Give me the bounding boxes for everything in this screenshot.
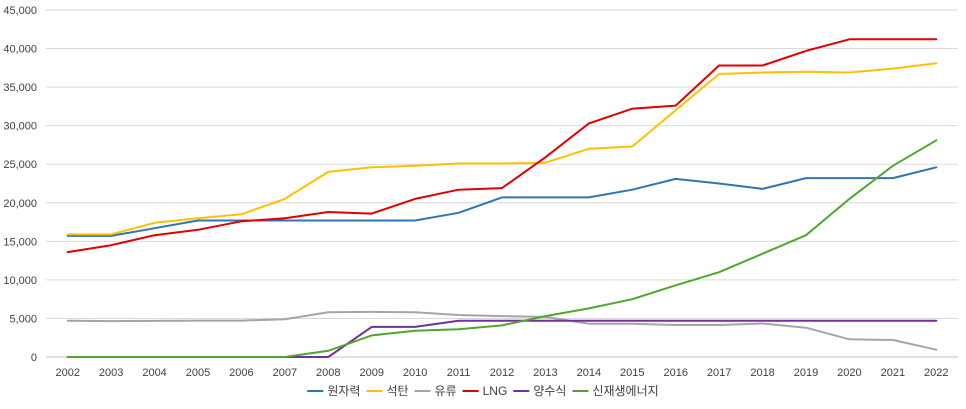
series-line-유류 xyxy=(66,310,938,351)
y-tick-label: 0 xyxy=(31,352,37,364)
x-tick-label: 2016 xyxy=(663,367,687,379)
legend-item: LNG xyxy=(462,384,508,398)
x-tick-label: 2017 xyxy=(707,367,731,379)
series-line-신재생에너지 xyxy=(66,139,938,358)
x-tick-label: 2011 xyxy=(447,367,471,379)
x-tick-label: 2014 xyxy=(577,367,601,379)
y-tick-label: 40,000 xyxy=(3,44,37,56)
legend-label: LNG xyxy=(483,384,508,398)
x-tick-label: 2020 xyxy=(837,367,861,379)
x-tick-label: 2012 xyxy=(490,367,514,379)
x-tick-label: 2006 xyxy=(229,367,253,379)
legend: 원자력 석탄 유류 LNG 양수식 신재생에너지 xyxy=(307,384,659,398)
x-tick-label: 2008 xyxy=(316,367,340,379)
y-tick-label: 10,000 xyxy=(3,275,37,287)
y-tick-label: 20,000 xyxy=(3,198,37,210)
x-tick-label: 2002 xyxy=(55,367,79,379)
series-lines xyxy=(66,38,938,358)
y-tick-label: 25,000 xyxy=(3,159,37,171)
x-tick-label: 2004 xyxy=(142,367,166,379)
x-tick-label: 2013 xyxy=(533,367,557,379)
x-axis: 2002 2003 2004 2005 2006 2007 2008 2009 2010 2011… xyxy=(46,356,958,379)
x-tick-label: 2018 xyxy=(750,367,774,379)
x-tick-label: 2003 xyxy=(99,367,123,379)
x-tick-label: 2007 xyxy=(273,367,297,379)
x-tick-label: 2009 xyxy=(359,367,383,379)
series-line-LNG xyxy=(66,38,938,254)
legend-item: 양수식 xyxy=(513,384,566,398)
x-tick-label: 2010 xyxy=(403,367,427,379)
x-tick-label: 2015 xyxy=(620,367,644,379)
legend-item: 석탄 xyxy=(366,384,409,398)
y-tick-label: 45,000 xyxy=(3,5,37,17)
legend-item: 원자력 xyxy=(307,384,360,398)
series-line-원자력 xyxy=(66,166,938,237)
y-tick-label: 30,000 xyxy=(3,121,37,133)
series-line-석탄 xyxy=(66,62,938,236)
x-tick-label: 2021 xyxy=(881,367,905,379)
y-axis: 0 5,000 10,000 15,000 20,000 25,000 30,000 35,0… xyxy=(3,5,37,364)
y-tick-label: 5,000 xyxy=(9,313,37,325)
legend-label: 유류 xyxy=(435,384,457,398)
y-tick-label: 35,000 xyxy=(3,82,37,94)
x-tick-label: 2022 xyxy=(924,367,948,379)
legend-item: 유류 xyxy=(414,384,457,398)
legend-label: 신재생에너지 xyxy=(592,384,658,398)
x-tick-label: 2005 xyxy=(186,367,210,379)
legend-label: 석탄 xyxy=(386,384,408,398)
legend-label: 양수식 xyxy=(533,384,566,398)
legend-item: 신재생에너지 xyxy=(572,384,659,398)
y-tick-label: 15,000 xyxy=(3,236,37,248)
legend-label: 원자력 xyxy=(327,384,360,398)
x-tick-label: 2019 xyxy=(794,367,818,379)
